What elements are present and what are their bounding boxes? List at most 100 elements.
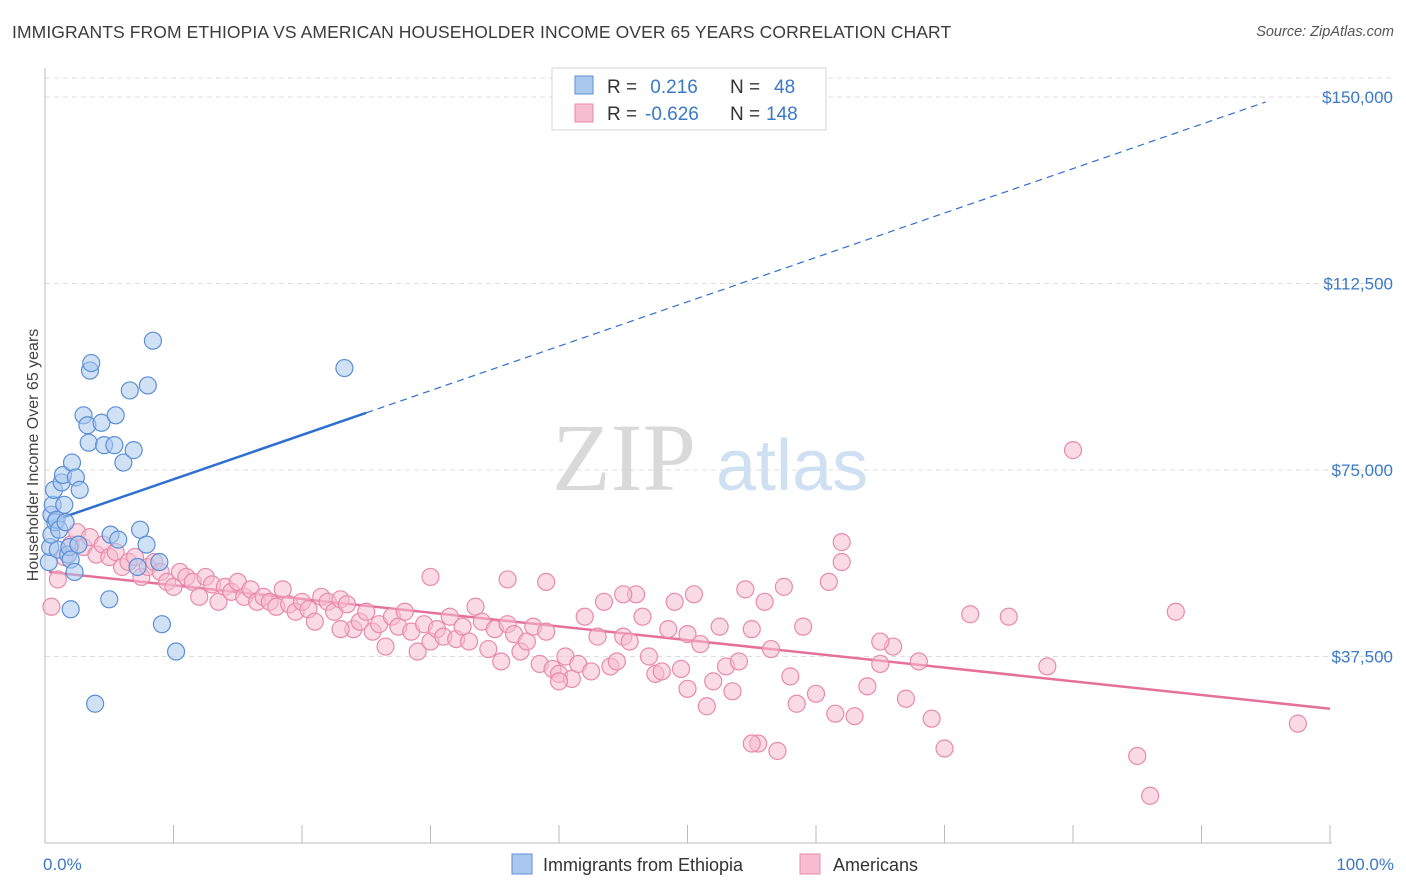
correlation-legend: R = 0.216 N = 48 R = -0.626 N = 148	[551, 67, 827, 131]
point-americans-112	[761, 639, 781, 659]
point-americans-52	[376, 637, 395, 656]
chart-title: IMMIGRANTS FROM ETHIOPIA VS AMERICAN HOU…	[12, 22, 952, 42]
legend-box	[551, 67, 827, 131]
point-americans-109	[742, 620, 761, 639]
point-ethiopia-27	[92, 413, 111, 432]
point-ethiopia-32	[106, 406, 125, 425]
point-ethiopia-45	[86, 694, 105, 713]
point-ethiopia-31	[105, 436, 124, 455]
point-americans-101	[691, 634, 710, 654]
point-ethiopia-46	[166, 642, 186, 661]
trend-line-ethiopia-extension	[366, 101, 1266, 414]
point-americans-146	[678, 679, 697, 698]
point-ethiopia-34	[114, 453, 133, 472]
point-ethiopia-40	[138, 376, 157, 395]
y-tick-label-2: $112,500	[1323, 275, 1393, 294]
trend-line-ethiopia	[48, 411, 367, 524]
legend-n-value-1: 48	[774, 77, 795, 98]
series-legend-swatch-americans	[799, 853, 821, 875]
legend-n-label-2: N =	[730, 104, 760, 125]
point-ethiopia-39	[137, 535, 156, 554]
point-americans-116	[787, 694, 806, 713]
point-americans-102	[697, 697, 716, 716]
point-americans-132	[421, 567, 440, 587]
legend-r-label-2: R =	[607, 104, 637, 125]
point-ethiopia-24	[79, 433, 98, 452]
point-americans-97	[665, 592, 684, 611]
point-americans-136	[845, 707, 864, 726]
point-americans-114	[774, 577, 793, 596]
series-legend-label-americans: Americans	[833, 855, 918, 875]
point-americans-49	[357, 602, 376, 621]
point-americans-111	[755, 592, 774, 611]
point-americans-141	[871, 632, 890, 651]
y-axis-title: Householder Income Over 65 years	[25, 329, 42, 582]
point-americans-103	[704, 672, 723, 691]
point-americans-135	[1038, 657, 1057, 676]
point-americans-133	[1063, 441, 1083, 460]
point-americans-99	[678, 625, 697, 644]
point-americans-84	[582, 662, 601, 681]
series-legend-label-ethiopia: Immigrants from Ethiopia	[543, 855, 744, 875]
y-tick-label-1: $75,000	[1332, 461, 1393, 480]
legend-r-label-1: R =	[607, 77, 637, 98]
point-americans-57	[408, 642, 427, 661]
point-americans-126	[909, 652, 928, 671]
point-americans-115	[781, 667, 800, 686]
x-tick-label-min: 0.0%	[43, 855, 82, 874]
point-americans-95	[652, 662, 671, 681]
point-americans-139	[1288, 714, 1307, 733]
legend-swatch-pink	[574, 103, 594, 123]
gridlines	[45, 77, 1395, 657]
point-ethiopia-20	[69, 535, 88, 554]
source-label: Source: ZipAtlas.com	[1256, 24, 1394, 40]
y-tick-label-3: $150,000	[1322, 88, 1393, 107]
point-americans-147	[999, 607, 1018, 626]
point-americans-125	[896, 689, 916, 708]
point-americans-41	[305, 612, 324, 631]
point-americans-93	[639, 647, 659, 666]
point-americans-119	[819, 572, 838, 592]
point-ethiopia-37	[128, 557, 147, 577]
axes	[44, 68, 1332, 844]
point-americans-128	[935, 739, 954, 758]
point-americans-65	[459, 632, 479, 651]
point-ethiopia-41	[143, 331, 163, 350]
point-ethiopia-43	[152, 615, 172, 634]
point-americans-86	[594, 592, 614, 611]
point-americans-108	[736, 580, 755, 599]
point-americans-88	[607, 652, 626, 671]
point-americans-62	[440, 607, 459, 626]
point-americans-90	[620, 632, 639, 651]
point-americans-131	[537, 572, 556, 592]
point-ethiopia-18	[65, 562, 84, 582]
point-americans-46	[337, 595, 357, 614]
point-americans-144	[614, 585, 633, 604]
data-points	[39, 331, 1307, 805]
point-americans-100	[684, 585, 704, 604]
point-americans-92	[633, 607, 652, 626]
point-ethiopia-13	[56, 513, 75, 532]
x-tick-label-max: 100.0%	[1336, 855, 1394, 874]
point-americans-122	[858, 677, 877, 696]
point-americans-130	[498, 570, 517, 589]
point-americans-140	[1140, 786, 1160, 805]
point-americans-121	[832, 552, 851, 572]
legend-r-value-2: -0.626	[645, 104, 699, 125]
point-ethiopia-21	[70, 480, 89, 499]
point-americans-70	[492, 652, 511, 671]
point-americans-96	[659, 620, 678, 639]
point-americans-77	[537, 622, 556, 641]
point-americans-123	[871, 654, 890, 674]
point-americans-127	[922, 709, 941, 728]
point-americans-145	[331, 620, 350, 639]
y-tick-label-0: $37,500	[1332, 648, 1393, 667]
point-americans-83	[575, 607, 594, 626]
point-americans-55	[395, 602, 414, 621]
point-ethiopia-42	[150, 552, 169, 572]
point-americans-142	[549, 672, 569, 691]
point-ethiopia-36	[124, 441, 143, 460]
series-legend-swatch-ethiopia	[511, 853, 533, 875]
point-americans-68	[479, 639, 498, 659]
